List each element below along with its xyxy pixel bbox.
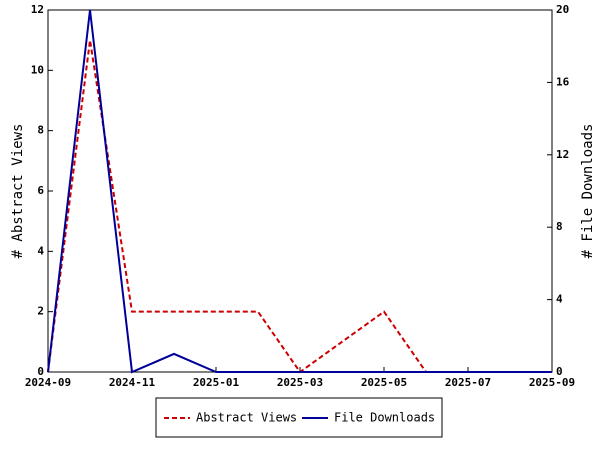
y-axis-label: # Abstract Views	[10, 124, 26, 259]
plot-frame	[47, 9, 553, 373]
x-tick-label: 2025-09	[529, 376, 575, 389]
y-tick-label: 10	[31, 63, 44, 76]
y2-tick-label: 12	[556, 148, 569, 161]
y2-tick-label: 4	[556, 293, 563, 306]
y2-tick-label: 16	[556, 75, 570, 88]
data-line	[47, 40, 552, 374]
x-tick-label: 2025-03	[277, 376, 323, 389]
y-tick-label: 4	[37, 244, 44, 257]
x-tick-label: 2025-05	[361, 376, 407, 389]
x-tick-label: 2024-11	[109, 376, 156, 389]
y2-tick-label: 0	[556, 365, 563, 378]
y-tick-label: 12	[31, 3, 44, 16]
legend-label: Abstract Views	[196, 411, 297, 425]
x-tick-label: 2025-01	[193, 376, 240, 389]
x-tick-label: 2025-07	[445, 376, 491, 389]
y2-tick-label: 8	[556, 220, 563, 233]
x-tick-label: 2024-09	[25, 376, 71, 389]
y-tick-label: 2	[37, 305, 44, 318]
y2-axis-label: # File Downloads	[580, 124, 596, 259]
legend-box	[155, 397, 443, 438]
y-tick-label: 0	[37, 365, 44, 378]
data-line	[47, 9, 552, 374]
y-tick-label: 6	[37, 184, 44, 197]
y-tick-label: 8	[37, 124, 44, 137]
legend-label: File Downloads	[334, 411, 435, 425]
y2-tick-label: 20	[556, 3, 569, 16]
